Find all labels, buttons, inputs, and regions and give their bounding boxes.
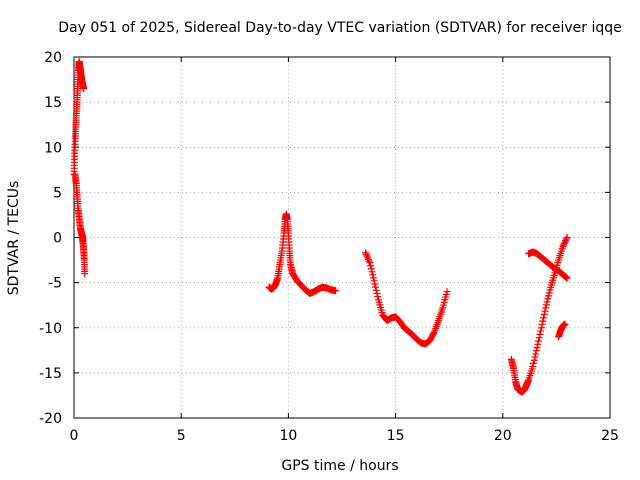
data-point (532, 347, 540, 355)
data-point (541, 307, 549, 315)
data-point (362, 249, 370, 257)
data-point (537, 327, 545, 335)
data-point (369, 271, 377, 279)
x-tick-label: 25 (601, 428, 619, 444)
data-point (560, 240, 568, 248)
data-point (364, 255, 372, 263)
data-point (372, 283, 380, 291)
data-point (373, 289, 381, 297)
data-points (70, 58, 571, 396)
data-point (362, 250, 370, 258)
y-tick-label: 15 (44, 95, 62, 111)
data-point (540, 314, 548, 322)
data-point (370, 277, 378, 285)
data-point (562, 235, 570, 243)
y-axis-label: SDTVAR / TECUs (6, 181, 22, 296)
data-point (374, 293, 382, 301)
x-tick-label: 10 (279, 428, 297, 444)
data-point (542, 304, 550, 312)
series-arc-4c (555, 320, 569, 341)
series-arc-4b (525, 248, 571, 282)
data-point (538, 320, 546, 328)
axis-ticks: 0 5 10 15 20 25 -20 -15 -10 -5 0 5 10 15 20 (39, 50, 619, 444)
y-tick-label: 10 (44, 140, 62, 156)
data-point (443, 288, 451, 296)
data-point (366, 259, 374, 267)
data-point (562, 237, 570, 245)
x-tick-label: 5 (177, 428, 186, 444)
data-point (332, 287, 340, 295)
y-tick-label: -15 (39, 366, 62, 382)
data-point (563, 274, 571, 282)
data-point (543, 298, 551, 306)
series-arc-2 (265, 210, 340, 297)
series-arc-3 (362, 249, 451, 348)
series-arc-1a (70, 58, 88, 178)
data-point (563, 234, 571, 241)
x-axis-label: GPS time / hours (281, 458, 398, 474)
data-point (559, 243, 567, 251)
data-point (80, 85, 88, 93)
grid (74, 57, 610, 418)
data-point (535, 334, 543, 342)
data-point (530, 359, 538, 367)
data-point (561, 238, 569, 246)
series-arc-4a (507, 234, 571, 396)
y-tick-label: -20 (39, 411, 62, 427)
x-tick-label: 20 (494, 428, 512, 444)
y-tick-label: 20 (44, 50, 62, 66)
data-point (368, 268, 376, 276)
data-point (537, 324, 545, 332)
data-point (369, 274, 377, 282)
data-point (561, 320, 569, 328)
data-point (532, 350, 540, 358)
x-tick-label: 0 (70, 428, 79, 444)
data-point (535, 337, 543, 345)
data-point (365, 257, 373, 265)
series-arc-1b (71, 170, 89, 278)
data-point (533, 344, 541, 352)
data-point (540, 311, 548, 319)
data-point (536, 330, 544, 338)
chart-title: Day 051 of 2025, Sidereal Day-to-day VTE… (58, 20, 622, 36)
y-tick-label: 0 (53, 231, 62, 247)
data-point (367, 262, 375, 270)
y-tick-label: -5 (48, 276, 62, 292)
data-point (371, 280, 379, 288)
data-point (530, 356, 538, 364)
data-point (429, 330, 437, 338)
x-tick-label: 15 (387, 428, 405, 444)
data-point (542, 301, 550, 309)
y-tick-label: 5 (53, 185, 62, 201)
data-point (560, 241, 568, 249)
data-point (544, 295, 552, 303)
data-point (81, 270, 89, 278)
data-point (539, 317, 547, 325)
data-point (531, 353, 539, 361)
data-point (364, 254, 372, 262)
data-point (367, 265, 375, 273)
data-point (562, 274, 570, 282)
data-point (529, 363, 537, 371)
data-point (372, 286, 380, 294)
data-point (545, 289, 553, 297)
data-point (545, 292, 553, 300)
data-point (363, 252, 371, 260)
data-point (562, 273, 570, 281)
plot-frame (73, 56, 611, 419)
y-tick-label: -10 (39, 321, 62, 337)
data-point (534, 340, 542, 348)
